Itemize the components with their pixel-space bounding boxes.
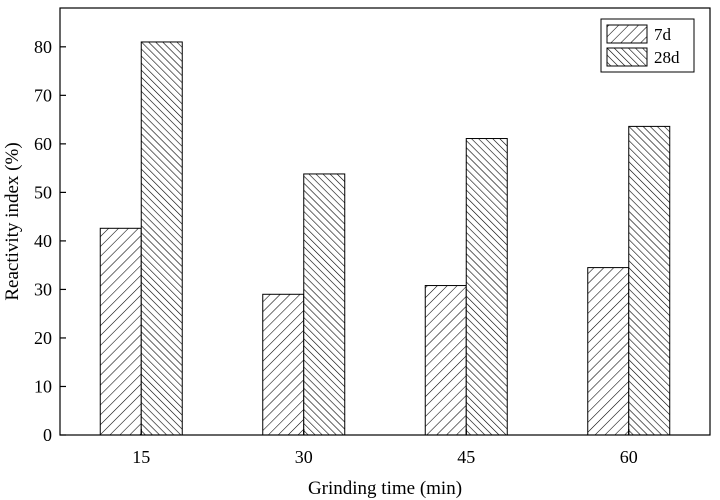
y-tick-label-10: 10	[34, 376, 52, 396]
x-axis-title: Grinding time (min)	[308, 478, 462, 499]
bar-28d-45	[465, 138, 508, 436]
y-tick-label-80: 80	[34, 37, 52, 57]
y-tick-label-70: 70	[34, 85, 52, 105]
y-tick-label-40: 40	[34, 231, 52, 251]
y-tick-label-30: 30	[34, 279, 52, 299]
bar-7d-60	[587, 267, 630, 436]
bar-7d-30	[262, 293, 305, 436]
legend-label-7d: 7d	[654, 25, 672, 44]
bar-28d-15	[140, 41, 183, 436]
bar-28d-60	[628, 125, 671, 436]
y-tick-label-20: 20	[34, 328, 52, 348]
bar-7d-15	[99, 227, 142, 436]
legend: 7d 28d	[600, 18, 695, 73]
y-tick-label-60: 60	[34, 134, 52, 154]
legend-swatch-7d	[606, 24, 648, 44]
x-tick-label-45: 45	[457, 447, 475, 467]
bar-7d-45	[424, 285, 467, 436]
x-tick-label-30: 30	[295, 447, 313, 467]
x-tick-label-15: 15	[132, 447, 150, 467]
legend-label-28d: 28d	[654, 48, 680, 67]
plot-frame	[59, 7, 711, 436]
plot-area: 0 10 20 30 40 50 60 70 80 15 30 45 60	[34, 37, 671, 467]
y-axis-title: Reactivity index (%)	[2, 142, 23, 300]
y-tick-label-0: 0	[43, 425, 52, 445]
legend-swatch-28d	[606, 47, 648, 67]
x-tick-label-60: 60	[620, 447, 638, 467]
bar-28d-30	[303, 173, 346, 436]
y-tick-label-50: 50	[34, 182, 52, 202]
